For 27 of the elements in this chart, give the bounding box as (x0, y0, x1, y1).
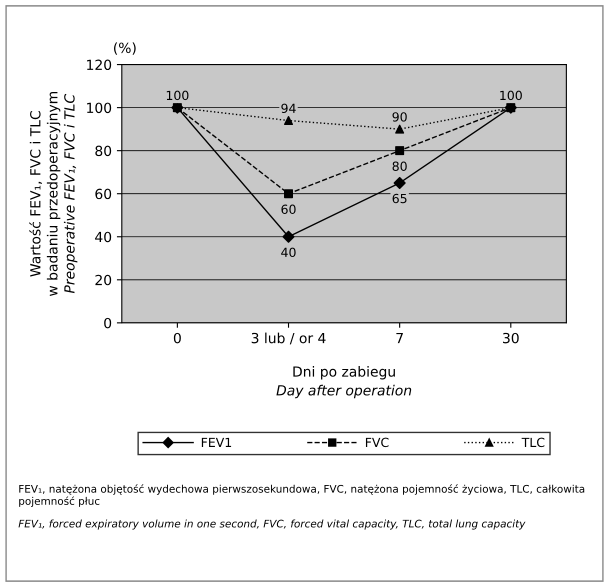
text: (%) (114, 42, 136, 55)
data-label: 80 (392, 162, 407, 171)
y-axis-title: Wartość FEV₁, FVC i TLC w badaniu przedoperacyjnym Preoperative FEV₁, FVC i TLC (29, 92, 78, 296)
y-tick-label: 120 (87, 60, 112, 70)
data-label: 40 (281, 248, 296, 258)
legend-label: TLC (522, 438, 544, 448)
x-axis-title: Dni po zabiegu Day after operation (276, 366, 412, 398)
data-label: 65 (392, 194, 407, 204)
data-label: 100 (166, 90, 188, 100)
y-tick-label: 60 (95, 188, 112, 200)
data-label: 94 (281, 104, 296, 114)
x-tick-label: 7 (396, 333, 403, 344)
data-label: 60 (281, 204, 296, 214)
y-tick-label: 0 (104, 318, 112, 328)
text: FEV₁, forced expiratory volume in one second, FVC, forced vital capacity, TLC, total lung capacity (18, 519, 526, 530)
y-tick-label: 20 (95, 274, 112, 286)
data-label: 100 (500, 90, 522, 100)
text: FEV₁, natężona objętość wydechowa pierwszosekundowa, FVC, natężona pojemność życiowa, TLC, całkowita pojemność płuc (19, 484, 584, 507)
legend-label: FVC (366, 438, 389, 448)
y-tick-label: 40 (95, 232, 112, 242)
data-label: 90 (392, 112, 407, 122)
x-tick-label: 3 lub / or 4 (252, 332, 326, 344)
x-tick-label: 0 (174, 332, 181, 344)
y-tick-label: 80 (95, 146, 112, 156)
legend-label: FEV1 (202, 438, 232, 447)
x-tick-label: 30 (503, 332, 519, 344)
y-tick-label: 100 (87, 102, 112, 114)
